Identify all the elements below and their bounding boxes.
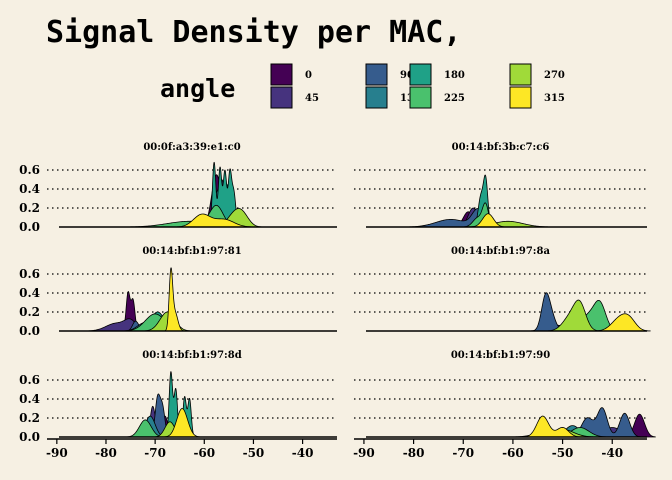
x-tick-label: -70	[144, 446, 166, 460]
x-axes: -90 -80 -70 -60 -50 -40 -90 -80 -70 -60 -50 -40	[46, 438, 647, 460]
y-tick-label: 0.4	[19, 392, 40, 406]
legend-swatch-135	[365, 86, 388, 109]
x-tick-label: -40	[292, 446, 314, 460]
density-area-angle-315	[164, 267, 185, 332]
density-area-angle-315	[593, 313, 651, 332]
x-tick-label: -90	[353, 446, 375, 460]
density-area-angle-315	[523, 415, 583, 438]
legend-swatch-315	[509, 86, 532, 109]
panel-1: 00:14:bf:3b:c7:c6	[354, 142, 647, 228]
y-tick-label: 0.6	[19, 267, 40, 281]
panel-strip-label: 00:14:bf:b1:97:81	[142, 246, 241, 257]
x-tick-label: -50	[552, 446, 574, 460]
panel-strip-label: 00:14:bf:b1:97:8d	[142, 350, 241, 361]
x-tick-label: -70	[452, 446, 474, 460]
legend-swatch-45	[270, 86, 293, 109]
x-tick-label: -60	[193, 446, 215, 460]
legend-swatch-180	[409, 63, 432, 86]
panel-strip-label: 00:14:bf:b1:97:8a	[451, 246, 550, 257]
panel-strip-label: 00:0f:a3:39:e1:c0	[143, 142, 240, 153]
panel-4: 00:14:bf:b1:97:8d 0.0 0.2 0.4 0.6	[19, 350, 337, 444]
y-tick-label: 0.6	[19, 163, 40, 177]
chart-title: Signal Density per MAC,	[46, 15, 461, 50]
x-tick-label: -80	[403, 446, 425, 460]
panel-strip-label: 00:14:bf:3b:c7:c6	[452, 142, 550, 153]
panel-5: 00:14:bf:b1:97:90	[354, 350, 656, 438]
legend-swatch-225	[409, 86, 432, 109]
y-tick-label: 0.2	[19, 411, 40, 425]
legend-swatch-270	[509, 63, 532, 86]
x-tick-label: -60	[502, 446, 524, 460]
legend: 04590135180225270315	[270, 63, 565, 109]
panel-2: 00:14:bf:b1:97:81 0.0 0.2 0.4 0.6	[19, 246, 337, 338]
legend-swatch-0	[270, 63, 293, 86]
y-tick-label: 0.0	[19, 324, 40, 338]
y-tick-label: 0.2	[19, 201, 40, 215]
density-area-angle-315	[470, 213, 506, 228]
y-tick-label: 0.0	[19, 220, 40, 234]
legend-label-225: 225	[444, 93, 465, 104]
legend-label-270: 270	[544, 70, 565, 81]
legend-label-45: 45	[305, 93, 319, 104]
y-tick-label: 0.2	[19, 305, 40, 319]
y-tick-label: 0.6	[19, 373, 40, 387]
legend-label-315: 315	[544, 93, 565, 104]
y-tick-label: 0.4	[19, 286, 40, 300]
panel-0: 00:0f:a3:39:e1:c0 0.0 0.2 0.4 0.6	[19, 142, 337, 234]
facet-panels: 00:0f:a3:39:e1:c0 0.0 0.2 0.4 0.6 00:14:bf:3b…	[19, 142, 656, 444]
y-tick-label: 0.0	[19, 430, 40, 444]
x-tick-label: -50	[243, 446, 265, 460]
legend-label-90: 90	[400, 70, 414, 81]
legend-label-0: 0	[305, 70, 312, 81]
panel-strip-label: 00:14:bf:b1:97:90	[451, 350, 550, 361]
density-area-angle-270	[545, 299, 600, 332]
legend-label-180: 180	[444, 70, 465, 81]
legend-swatch-90	[365, 63, 388, 86]
x-tick-label: -40	[601, 446, 623, 460]
panel-3: 00:14:bf:b1:97:8a	[354, 246, 651, 332]
density-area-angle-225	[126, 419, 165, 438]
y-tick-label: 0.4	[19, 182, 40, 196]
legend-title: angle	[160, 74, 235, 103]
density-area-angle-315	[174, 213, 256, 228]
x-tick-label: -90	[46, 446, 68, 460]
x-tick-label: -80	[95, 446, 117, 460]
density-area-angle-315	[164, 408, 200, 438]
